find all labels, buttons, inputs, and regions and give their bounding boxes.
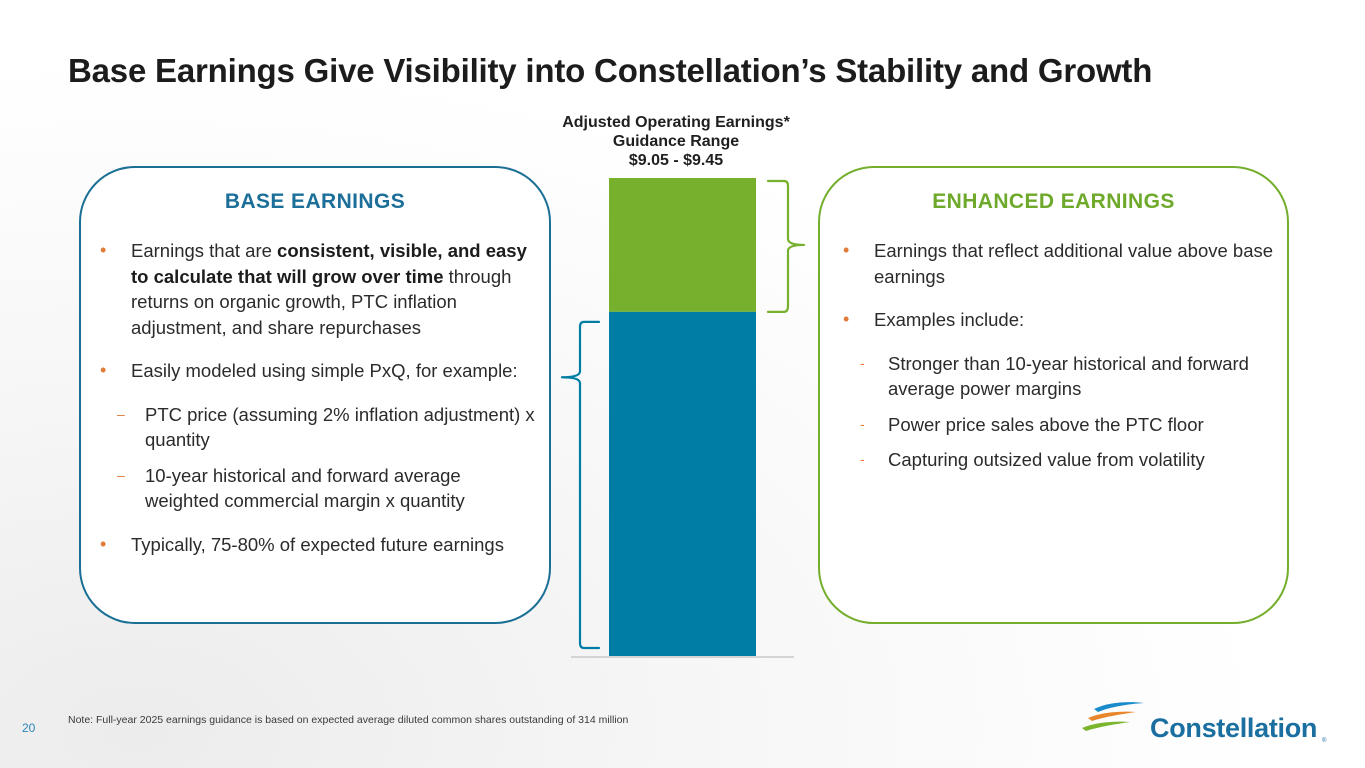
constellation-logo: Constellation ® — [1080, 700, 1330, 746]
chart-header-line: Adjusted Operating Earnings* — [562, 114, 790, 131]
list-item-text: through returns on organic growth, PTC i… — [131, 265, 512, 338]
bullet-icon: • — [100, 533, 107, 554]
base-earnings-panel: BASE EARNINGS • Earnings that are consis… — [79, 166, 551, 624]
list-item: • Examples include: — [842, 307, 1275, 333]
base-earnings-title: BASE EARNINGS — [224, 190, 406, 213]
chart-header-line: Guidance Range — [612, 133, 740, 150]
list-subitem: - Capturing outsized value from volatili… — [842, 447, 1275, 473]
list-item-text: Stronger than 10-year historical and for… — [888, 352, 1249, 400]
base-earnings-list: • Earnings that are consistent, visible,… — [99, 238, 537, 575]
list-item: • Easily modeled using simple PxQ, for e… — [99, 358, 537, 384]
bar-segment-enhanced — [609, 178, 756, 312]
list-item-text: Earnings that reflect additional value a… — [874, 240, 1274, 287]
dash-icon: - — [860, 354, 865, 371]
list-item-text: PTC price (assuming 2% inflation adjustm… — [145, 403, 535, 451]
chart-header: Adjusted Operating Earnings* Guidance Ra… — [538, 113, 814, 170]
enhanced-earnings-title: ENHANCED EARNINGS — [932, 190, 1175, 213]
list-item-text: Capturing outsized value from volatility — [888, 449, 1205, 470]
list-subitem: - Stronger than 10-year historical and f… — [842, 351, 1275, 402]
logo-registered-mark: ® — [1322, 738, 1327, 744]
enhanced-brace — [766, 179, 806, 313]
dash-icon: – — [117, 405, 125, 422]
list-item: • Earnings that reflect additional value… — [842, 238, 1275, 289]
list-item-emphasis: consistent, visible, and easy to calcula… — [131, 240, 527, 287]
enhanced-earnings-list: • Earnings that reflect additional value… — [842, 238, 1275, 483]
list-item-text: 10-year historical and forward average w… — [145, 464, 465, 512]
bar-segment-base — [609, 311, 756, 656]
list-subitem: – PTC price (assuming 2% inflation adjus… — [99, 402, 537, 453]
constellation-swoosh-icon — [1082, 702, 1144, 731]
base-brace — [560, 320, 601, 650]
enhanced-earnings-panel: ENHANCED EARNINGS • Earnings that reflec… — [818, 166, 1289, 624]
list-subitem: - Power price sales above the PTC floor — [842, 412, 1275, 438]
chart-header-line: $9.05 - $9.45 — [628, 152, 724, 169]
list-subitem: – 10-year historical and forward average… — [99, 463, 537, 514]
bullet-icon: • — [843, 309, 850, 329]
list-item: • Typically, 75-80% of expected future e… — [99, 532, 537, 558]
list-item-text: Easily modeled using simple PxQ, for exa… — [131, 360, 518, 381]
list-item-text: Examples include: — [874, 309, 1025, 330]
list-item-text: Typically, 75-80% of expected future ear… — [131, 533, 504, 555]
bullet-icon: • — [100, 240, 107, 260]
dash-icon: - — [860, 415, 865, 432]
dash-icon: – — [117, 466, 125, 483]
bullet-icon: • — [843, 240, 850, 260]
page-number: 20 — [22, 721, 36, 735]
list-item-text: Power price sales above the PTC floor — [888, 413, 1204, 435]
footnote: Note: Full-year 2025 earnings guidance i… — [68, 714, 629, 726]
logo-wordmark: Constellation — [1150, 713, 1318, 743]
dash-icon: - — [860, 451, 865, 467]
list-item-text: Earnings that are — [131, 240, 278, 261]
slide-title: Base Earnings Give Visibility into Const… — [68, 52, 1153, 89]
list-item: • Earnings that are consistent, visible,… — [99, 238, 537, 340]
bullet-icon: • — [100, 360, 107, 380]
